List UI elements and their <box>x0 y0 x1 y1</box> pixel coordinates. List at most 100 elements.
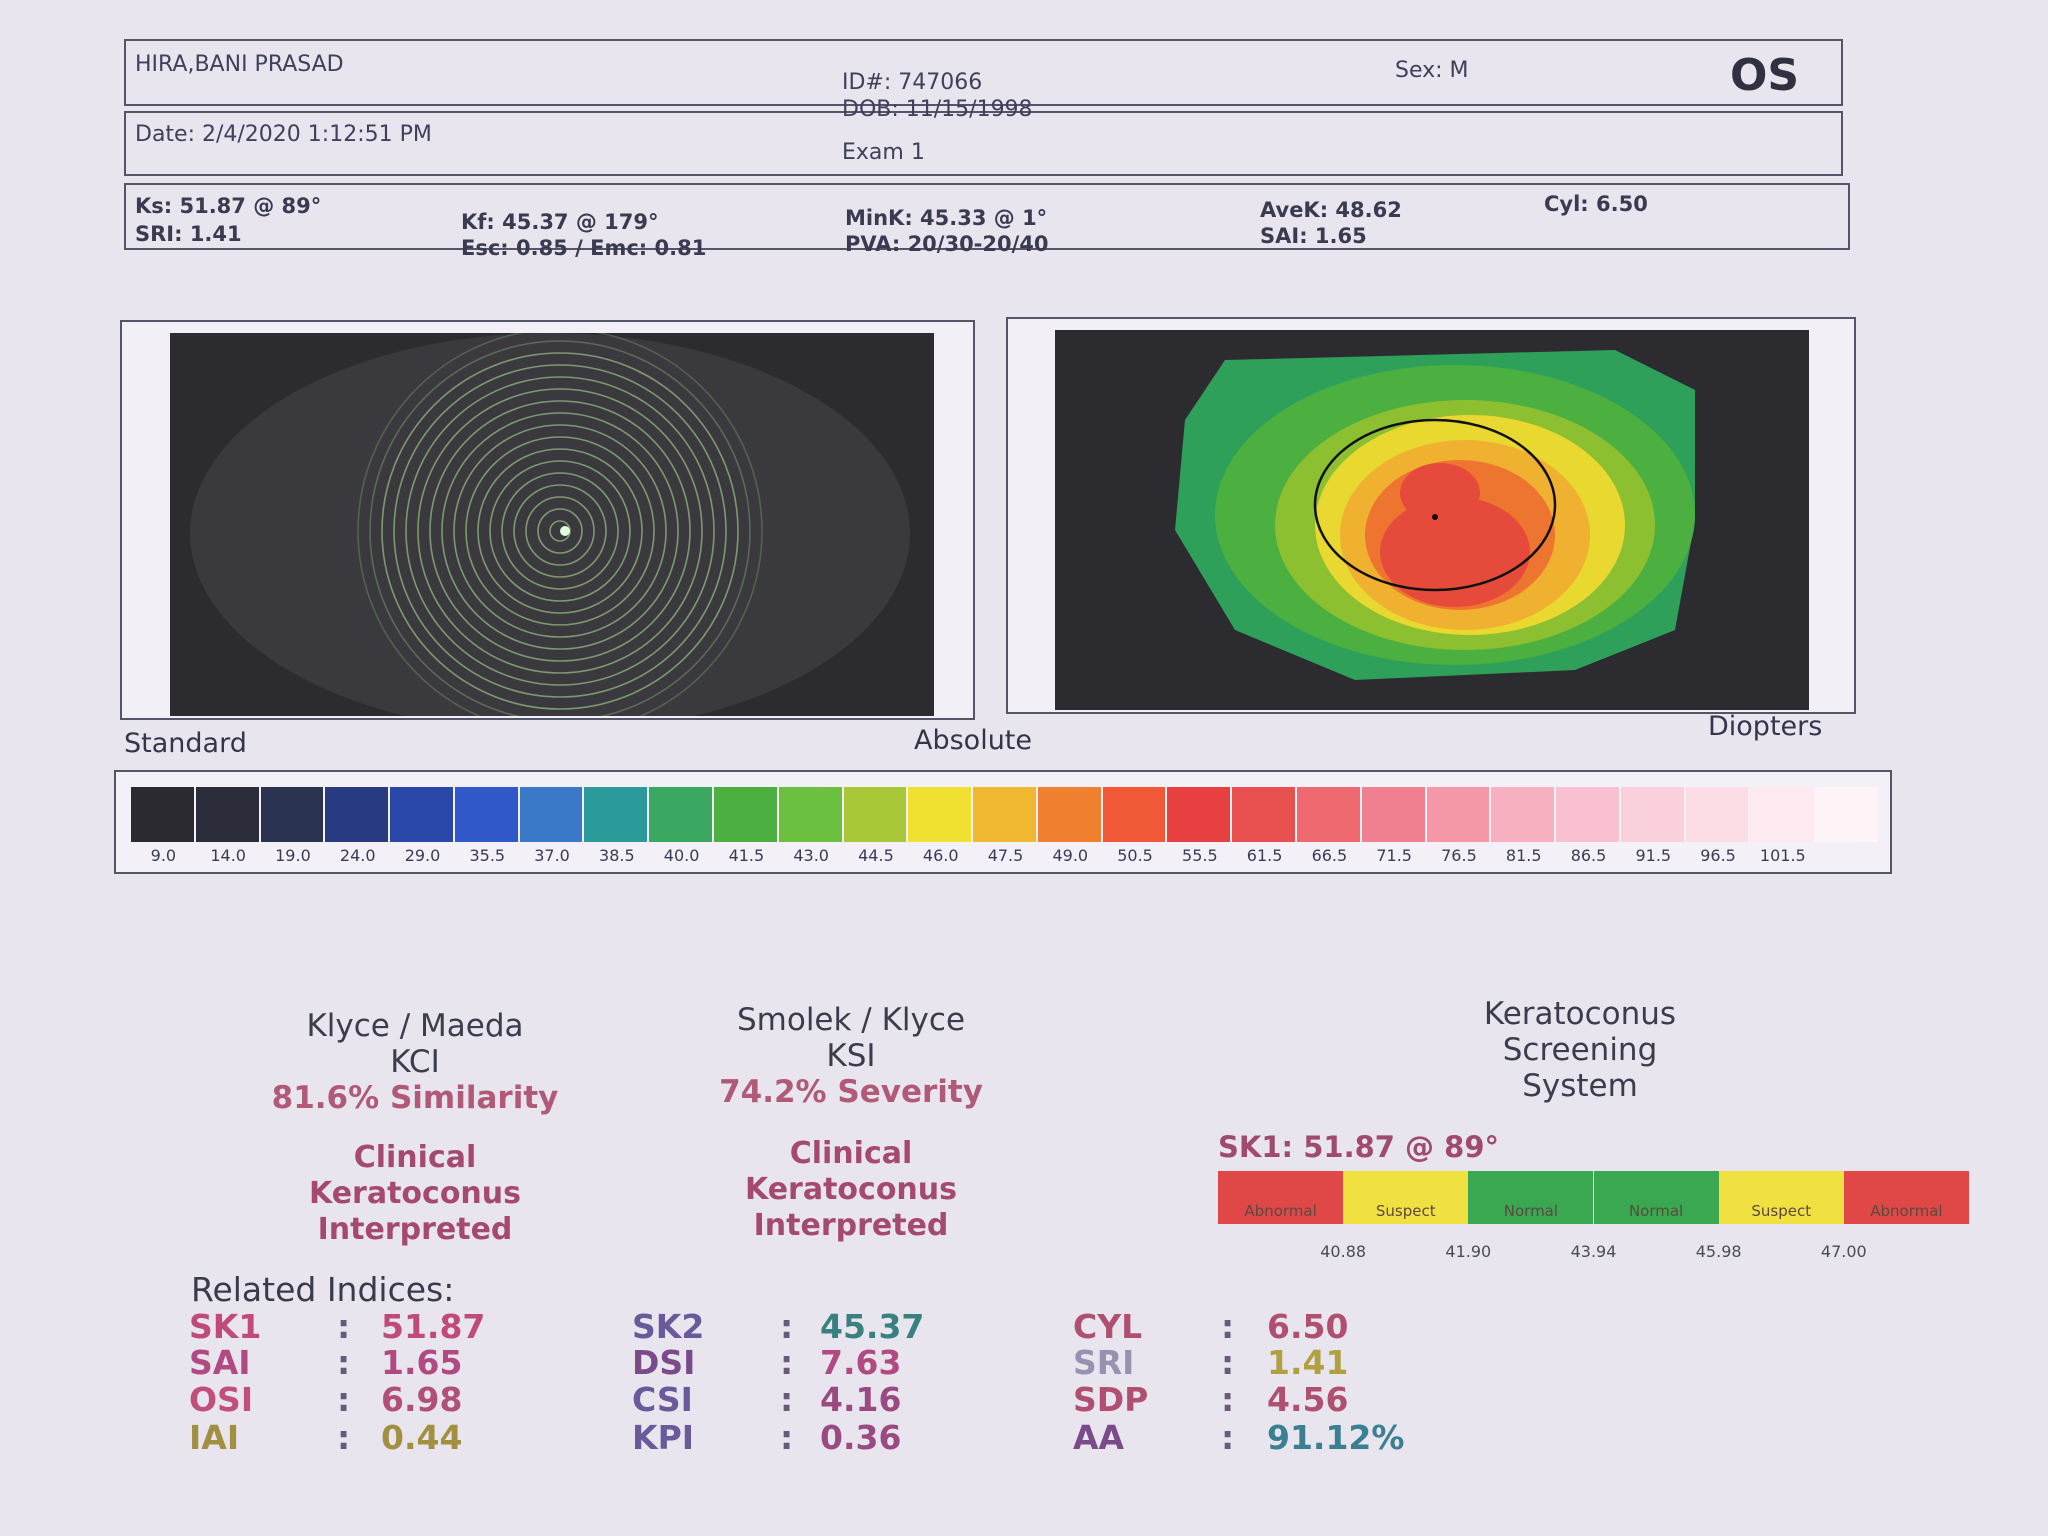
scale-label: 86.5 <box>1570 846 1607 865</box>
index-separator: : <box>780 1307 794 1346</box>
scale-label: 46.0 <box>922 846 959 865</box>
index-label: IAI <box>189 1418 240 1457</box>
scale-swatch <box>1815 787 1878 842</box>
scale-label: 43.0 <box>793 846 829 865</box>
index-separator: : <box>337 1343 351 1382</box>
index-separator: : <box>1221 1307 1235 1346</box>
scale-swatch <box>325 787 389 842</box>
kerato-value: AveK: 48.62 <box>1260 198 1402 222</box>
scale-swatch <box>195 787 259 842</box>
index-label: SDP <box>1073 1380 1149 1419</box>
scale-label: 55.5 <box>1182 846 1218 865</box>
kss-title: Screening <box>1502 1032 1658 1068</box>
patient-id: ID#: 747066 <box>842 70 983 95</box>
index-label: KPI <box>632 1418 695 1457</box>
eye: OS <box>1730 50 1800 101</box>
index-value: 0.44 <box>381 1418 463 1457</box>
scale-swatch <box>1037 787 1101 842</box>
scale-label: 96.5 <box>1700 846 1736 865</box>
index-value: 51.87 <box>381 1307 486 1346</box>
scale-label: 61.5 <box>1246 846 1283 865</box>
scale-swatch <box>1232 787 1295 842</box>
kci-title: Klyce / Maeda <box>306 1008 524 1044</box>
index-value: 1.65 <box>381 1343 463 1382</box>
index-separator: : <box>780 1343 794 1382</box>
scale-swatch <box>1491 787 1555 842</box>
kerato-value: Cyl: 6.50 <box>1544 192 1648 216</box>
header-box <box>124 39 1843 106</box>
index-value: 6.98 <box>381 1380 463 1419</box>
scale-swatch <box>584 787 648 842</box>
index-value: 4.16 <box>820 1380 902 1419</box>
header-box <box>124 183 1850 250</box>
scale-swatch <box>1556 787 1619 842</box>
scale-swatch <box>649 787 712 842</box>
index-label: CSI <box>632 1380 693 1419</box>
kci-interpretation: Interpreted <box>317 1212 513 1247</box>
kss-tick: 40.88 <box>1320 1242 1367 1261</box>
scale-label: 91.5 <box>1635 846 1672 865</box>
index-separator: : <box>337 1307 351 1346</box>
index-separator: : <box>1221 1380 1235 1419</box>
index-label: AA <box>1073 1418 1125 1457</box>
scale-swatch <box>131 787 194 842</box>
kss-tick: 43.94 <box>1570 1242 1617 1261</box>
related-title: Related Indices: <box>191 1270 455 1309</box>
index-label: OSI <box>189 1380 254 1419</box>
index-value: 91.12% <box>1267 1418 1405 1457</box>
scale-swatch <box>1620 787 1684 842</box>
index-label: SK1 <box>189 1307 262 1346</box>
kss-segment: Abnormal <box>1218 1171 1344 1224</box>
scale-label: 14.0 <box>210 846 246 865</box>
color-map <box>1055 330 1809 710</box>
kci-interpretation: Clinical <box>353 1140 477 1175</box>
index-value: 6.50 <box>1267 1307 1349 1346</box>
kerato-value: MinK: 45.33 @ 1° <box>845 206 1048 230</box>
index-separator: : <box>337 1418 351 1457</box>
scale-swatch <box>843 787 907 842</box>
scale-label: 35.5 <box>469 846 506 865</box>
scale-label: 19.0 <box>275 846 311 865</box>
ksi-interpretation: Clinical <box>789 1136 913 1171</box>
scale-label: 38.5 <box>599 846 635 865</box>
ksi-interpretation: Keratoconus <box>744 1172 958 1207</box>
index-separator: : <box>337 1380 351 1419</box>
index-separator: : <box>1221 1418 1235 1457</box>
placido-map <box>170 333 934 716</box>
ksi-title: Smolek / Klyce <box>736 1002 966 1038</box>
kss-tick: 47.00 <box>1820 1242 1867 1261</box>
scale-swatch <box>714 787 777 842</box>
kss-segment: Abnormal <box>1843 1171 1969 1224</box>
kci-result: 81.6% Similarity <box>271 1080 559 1116</box>
scale-swatch <box>454 787 518 842</box>
scale-swatch <box>519 787 583 842</box>
scale-label: 41.5 <box>728 846 765 865</box>
scale-label: 50.5 <box>1117 846 1153 865</box>
scale-label: 37.0 <box>534 846 570 865</box>
scale-label: 66.5 <box>1311 846 1348 865</box>
scale-swatch <box>1297 787 1360 842</box>
scale-swatch <box>1361 787 1425 842</box>
kss-title: System <box>1522 1068 1638 1104</box>
kss-segment: Suspect <box>1718 1171 1844 1224</box>
scale-label: 40.0 <box>663 846 700 865</box>
scale-label: 71.5 <box>1376 846 1412 865</box>
map-label: Diopters <box>1708 711 1823 742</box>
scale-label: 76.5 <box>1441 846 1477 865</box>
index-label: SRI <box>1073 1343 1135 1382</box>
kerato-value: Esc: 0.85 / Emc: 0.81 <box>461 236 707 260</box>
index-separator: : <box>780 1418 794 1457</box>
scale-swatch <box>778 787 842 842</box>
kerato-value: Kf: 45.37 @ 179° <box>461 210 659 234</box>
index-value: 0.36 <box>820 1418 902 1457</box>
index-label: SAI <box>189 1343 251 1382</box>
scale-label: 44.5 <box>858 846 894 865</box>
scale-label: 9.0 <box>150 846 177 865</box>
index-value: 4.56 <box>1267 1380 1349 1419</box>
kerato-value: SRI: 1.41 <box>135 222 242 246</box>
scale-swatch <box>908 787 972 842</box>
index-separator: : <box>1221 1343 1235 1382</box>
map-label: Standard <box>124 728 247 759</box>
scale-label: 49.0 <box>1052 846 1089 865</box>
ksi-interpretation: Interpreted <box>753 1208 949 1243</box>
